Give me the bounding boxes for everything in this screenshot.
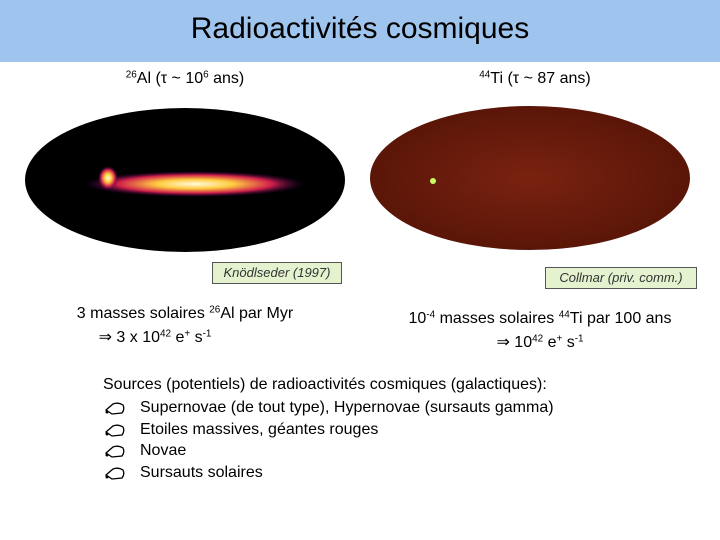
label-part: 6 (203, 69, 209, 81)
source-item: Novae (140, 442, 187, 459)
text-part: + (556, 333, 563, 345)
left-line2: ⇒ 3 x 1042 e+ s-1 (0, 327, 310, 347)
text-part: ⇒ 3 x 10 (98, 329, 160, 346)
right-caption: Collmar (priv. comm.) (545, 267, 697, 289)
text-part: Al par Myr (220, 305, 294, 322)
left-label: 26Al (τ ~ 106 ans) (0, 70, 370, 88)
right-line1: 10-4 masses solaires 44Ti par 100 ans (370, 310, 710, 328)
title-bar (0, 0, 720, 62)
title: Radioactivités cosmiques (190, 12, 530, 45)
text-part: e (543, 334, 557, 351)
text-part: 42 (160, 328, 172, 340)
label-part: Ti (τ ~ 87 ans) (490, 70, 591, 87)
text-part: s (190, 329, 203, 346)
source-item: Sursauts solaires (140, 463, 263, 481)
text-part: ⇒ 10 (496, 334, 533, 351)
label-part: Al (τ ~ 10 (136, 70, 204, 87)
text-part: -1 (574, 333, 584, 345)
source-item: Etoiles massives, géantes rouges (140, 420, 379, 438)
bullet-icon (104, 445, 125, 458)
text-part: -4 (426, 309, 436, 321)
bullet-icon (104, 467, 125, 480)
text-part: s (562, 334, 575, 351)
text-part: e (171, 329, 185, 346)
right-line2: ⇒ 1042 e+ s-1 (370, 332, 710, 352)
sky-maps (25, 106, 690, 252)
source-item: Supernovae (de tout type), Hypernovae (s… (140, 399, 554, 416)
text-part: 10 (408, 310, 427, 327)
label-part: ans) (208, 70, 245, 87)
left-caption: Knödlseder (1997) (212, 262, 342, 284)
text-part: 3 masses solaires (76, 305, 210, 322)
ti-map (370, 106, 690, 250)
text-part: -1 (202, 328, 212, 340)
label-part: 26 (125, 69, 137, 81)
right-label: 44Ti (τ ~ 87 ans) (370, 70, 700, 88)
text-part: masses solaires (435, 310, 559, 327)
text-part: 42 (532, 333, 544, 345)
galactic-plane (85, 171, 305, 197)
bullet-icon (104, 424, 125, 437)
emission-spot (98, 166, 118, 190)
sources-heading: Sources (potentiels) de radioactivités c… (103, 376, 547, 393)
left-line1: 3 masses solaires 26Al par Myr (0, 305, 370, 323)
text-part: Ti par 100 ans (569, 310, 672, 327)
cas-a-spot (430, 178, 436, 184)
label-part: 44 (479, 69, 491, 81)
text-part: + (184, 328, 191, 340)
text-part: 44 (558, 309, 570, 321)
text-part: 26 (209, 304, 221, 316)
bullet-icon (104, 402, 125, 415)
